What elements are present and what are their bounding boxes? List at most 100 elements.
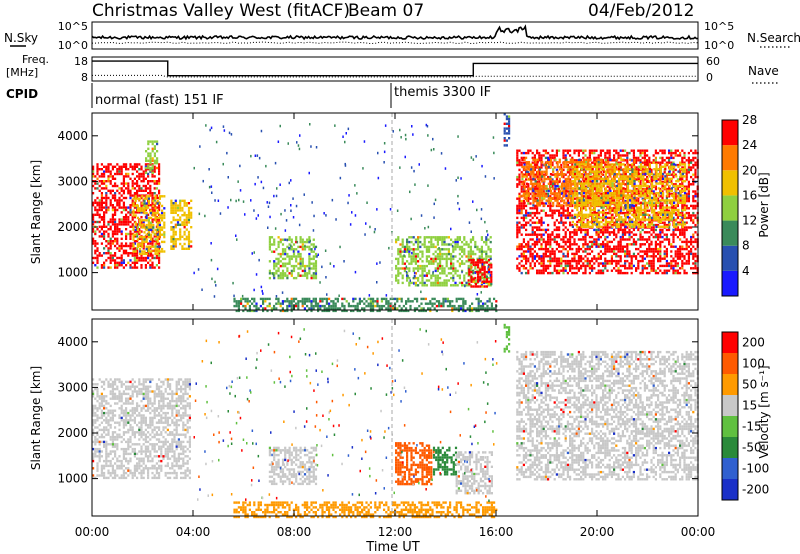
heatmap-cell xyxy=(158,189,161,192)
heatmap-cell xyxy=(468,268,471,271)
heatmap-cell xyxy=(156,238,159,241)
heatmap-cell xyxy=(140,180,143,183)
heatmap-cell xyxy=(286,276,289,280)
heatmap-cell xyxy=(153,147,156,150)
heatmap-cell xyxy=(527,271,530,275)
heatmap-cell xyxy=(508,115,511,118)
heatmap-cell xyxy=(531,238,534,241)
heatmap-cell xyxy=(538,166,541,169)
heatmap-cell xyxy=(694,216,697,220)
heatmap-cell xyxy=(131,252,134,255)
heatmap-cell xyxy=(536,269,539,272)
heatmap-cell xyxy=(527,151,530,155)
heatmap-cell xyxy=(672,267,675,270)
heatmap-cell xyxy=(308,264,311,268)
heatmap-cell xyxy=(580,231,583,234)
heatmap-cell xyxy=(412,257,415,261)
heatmap-cell xyxy=(646,247,649,251)
heatmap-cell xyxy=(310,250,313,253)
heatmap-cell xyxy=(288,255,291,258)
heatmap-cell xyxy=(445,260,448,263)
heatmap-cell xyxy=(139,252,142,256)
heatmap-cell xyxy=(129,232,132,236)
heatmap-cell xyxy=(665,204,668,208)
heatmap-cell xyxy=(103,223,106,226)
heatmap-cell xyxy=(566,209,569,212)
heatmap-cell xyxy=(301,245,304,249)
heatmap-cell xyxy=(516,264,519,268)
heatmap-cell xyxy=(141,226,144,229)
heatmap-cell xyxy=(602,173,605,176)
heatmap-cell xyxy=(125,175,128,178)
heatmap-cell xyxy=(461,255,464,258)
heatmap-cell xyxy=(423,264,426,268)
heatmap-cell xyxy=(536,209,539,212)
heatmap-cell xyxy=(401,255,404,258)
heatmap-cell xyxy=(306,272,309,275)
heatmap-cell xyxy=(582,271,585,275)
heatmap-cell xyxy=(694,247,697,251)
heatmap-cell xyxy=(131,165,134,168)
heatmap-cell xyxy=(577,245,580,248)
heatmap-cell xyxy=(577,238,580,241)
heatmap-cell xyxy=(593,267,596,270)
heatmap-cell xyxy=(527,177,531,181)
heatmap-cell xyxy=(439,272,442,275)
heatmap-cell xyxy=(472,261,475,264)
heatmap-cell xyxy=(463,252,466,256)
heatmap-cell xyxy=(643,159,646,162)
heatmap-cell xyxy=(552,180,555,183)
heatmap-cell xyxy=(525,194,528,197)
heatmap-cell xyxy=(297,300,300,303)
heatmap-cell xyxy=(179,202,182,205)
heatmap-cell xyxy=(694,207,697,210)
heatmap-cell xyxy=(408,250,411,253)
heatmap-cell xyxy=(529,149,532,152)
heatmap-cell xyxy=(279,274,282,277)
heatmap-cell xyxy=(619,245,622,248)
heatmap-cell xyxy=(646,195,649,198)
heatmap-cell xyxy=(560,207,563,210)
heatmap-cell xyxy=(632,149,635,152)
heatmap-cell xyxy=(120,165,123,168)
heatmap-cell xyxy=(120,172,123,176)
heatmap-cell xyxy=(516,257,519,260)
heatmap-cell xyxy=(650,216,653,220)
heatmap-cell xyxy=(582,235,585,239)
heatmap-cell xyxy=(153,170,156,173)
heatmap-cell xyxy=(536,161,539,164)
heatmap-cell xyxy=(376,304,379,308)
heatmap-cell xyxy=(163,233,166,236)
heatmap-cell xyxy=(560,245,563,248)
heatmap-cell xyxy=(125,252,128,255)
heatmap-cell xyxy=(551,185,554,188)
heatmap-cell xyxy=(479,268,482,271)
heatmap-cell xyxy=(129,264,132,267)
heatmap-cell xyxy=(436,267,439,270)
heatmap-cell xyxy=(533,262,536,265)
heatmap-cell xyxy=(100,163,103,166)
heatmap-cell xyxy=(277,276,280,280)
heatmap-cell xyxy=(610,207,613,210)
heatmap-cell xyxy=(599,257,602,260)
heatmap-cell xyxy=(529,252,532,256)
cpid-row: CPID normal (fast) 151 IF themis 3300 IF xyxy=(6,83,491,108)
heatmap-cell xyxy=(116,225,119,228)
heatmap-cell xyxy=(522,226,525,229)
heatmap-cell xyxy=(626,255,629,258)
heatmap-cell xyxy=(646,250,649,253)
heatmap-cell xyxy=(613,250,616,253)
heatmap-cell xyxy=(129,230,132,233)
heatmap-cell xyxy=(560,166,563,169)
heatmap-cell xyxy=(314,262,318,265)
heatmap-cell xyxy=(428,262,431,265)
heatmap-cell xyxy=(518,175,521,179)
heatmap-cell xyxy=(452,245,455,249)
heatmap-cell xyxy=(564,243,567,246)
heatmap-cell xyxy=(527,211,530,215)
heatmap-cell xyxy=(281,262,285,265)
heatmap-cell xyxy=(432,281,435,285)
heatmap-cell xyxy=(619,154,622,157)
heatmap-cell xyxy=(323,304,326,308)
heatmap-cell xyxy=(545,165,548,169)
